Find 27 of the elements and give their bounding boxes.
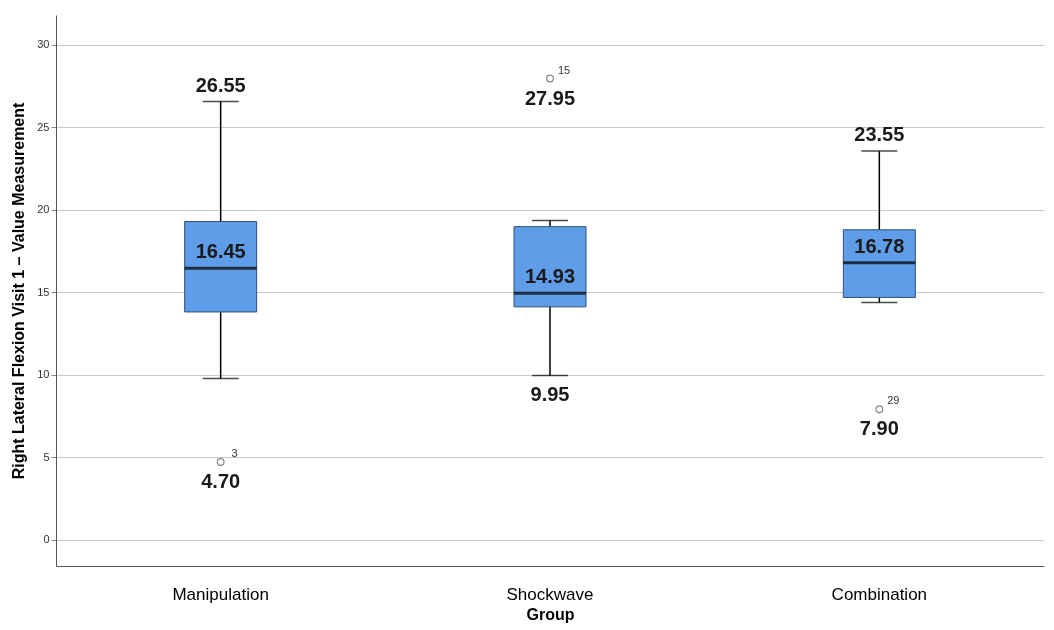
y-tick-label: 20	[37, 203, 50, 216]
y-tick-label: 15	[37, 285, 50, 298]
y-axis-title: Right Lateral Flexion Visit 1 – Value Measurement	[10, 101, 28, 480]
x-axis-title: Group	[526, 605, 575, 623]
data-label: 7.90	[859, 417, 899, 440]
point	[546, 74, 554, 83]
data-label: 4.70	[201, 470, 241, 493]
annotation: 14.93	[524, 265, 576, 288]
x-tick-label: Combination	[831, 584, 928, 604]
annotation: 3	[231, 447, 238, 460]
y-tick-label: 25	[37, 120, 50, 133]
x-tick-label: Manipulation	[172, 584, 269, 604]
point	[216, 458, 225, 467]
annotation: 23.55	[854, 123, 905, 146]
annotation: 9.95	[530, 383, 570, 406]
x-tick-label: Shockwave	[506, 584, 594, 604]
y-tick-label: 0	[43, 533, 50, 546]
y-tick-label: 30	[37, 38, 50, 51]
y-tick-label: 10	[37, 368, 50, 381]
annotation: 26.55	[195, 73, 246, 96]
data-label: 27.95	[524, 86, 576, 109]
annotation: 15	[557, 63, 571, 76]
y-tick-label: 5	[43, 450, 50, 463]
annotation: 16.45	[195, 240, 246, 263]
annotation: 16.78	[854, 234, 905, 257]
point	[875, 405, 884, 414]
annotation: 29	[887, 394, 900, 407]
